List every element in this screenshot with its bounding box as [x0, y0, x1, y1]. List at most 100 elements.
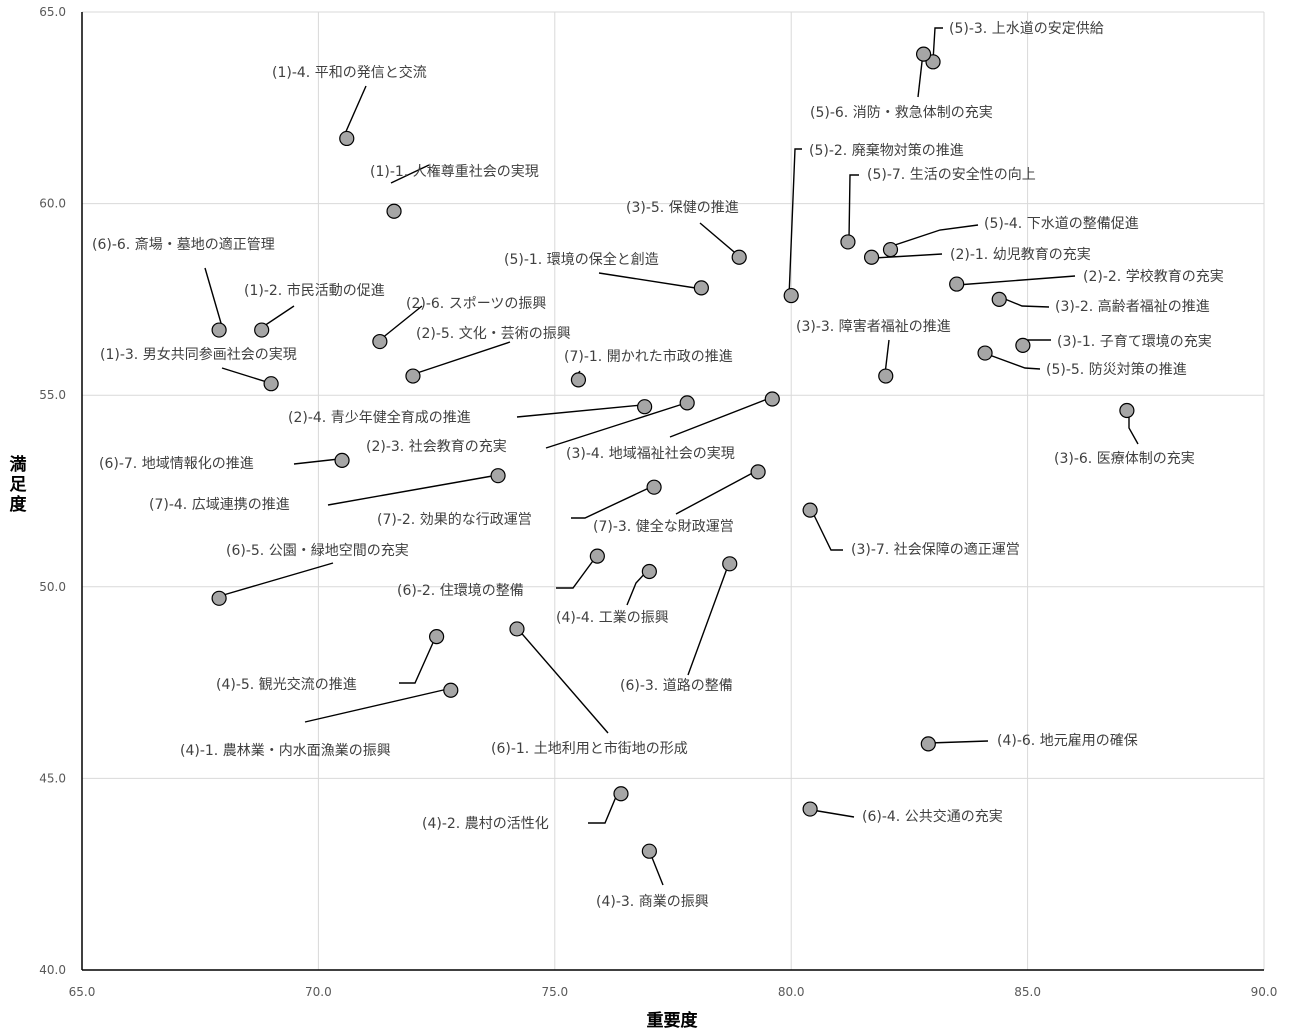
point-label: (7)-2. 効果的な行政運営	[377, 512, 532, 528]
scatter-point	[212, 323, 226, 337]
point-label: (6)-5. 公園・緑地空間の充実	[226, 543, 409, 559]
leader-line	[220, 563, 333, 596]
y-tick-label: 60.0	[39, 197, 66, 211]
y-tick-label: 50.0	[39, 580, 66, 594]
point-label: (2)-1. 幼児教育の充実	[950, 247, 1091, 263]
leader-line	[222, 368, 270, 383]
point-label: (5)-1. 環境の保全と創造	[504, 251, 659, 268]
scatter-point	[387, 204, 401, 218]
scatter-point	[978, 346, 992, 360]
point-labels: (1)-1. 人権尊重社会の実現 (1)-2. 市民活動の促進 (1)-3. 男女共…	[92, 21, 1224, 910]
point-label: (5)-7. 生活の安全性の向上	[867, 166, 1036, 183]
point-label: (5)-3. 上水道の安定供給	[949, 21, 1104, 37]
scatter-point	[642, 564, 656, 578]
x-tick-label: 65.0	[69, 985, 96, 999]
point-label: (4)-4. 工業の振興	[556, 610, 669, 626]
scatter-point	[590, 549, 604, 563]
leader-line	[889, 225, 978, 247]
leader-line	[294, 459, 339, 464]
leader-line	[205, 268, 223, 330]
point-label: (2)-2. 学校教育の充実	[1083, 268, 1224, 285]
leader-line	[344, 86, 366, 136]
point-label: (3)-1. 子育て環境の充実	[1057, 334, 1212, 350]
x-tick-label: 85.0	[1014, 985, 1041, 999]
point-label: (6)-4. 公共交通の充実	[862, 808, 1003, 825]
leader-line	[546, 403, 686, 448]
leader-line	[305, 688, 452, 722]
point-label: (6)-2. 住環境の整備	[397, 583, 524, 599]
leader-line	[588, 792, 618, 823]
point-label: (6)-3. 道路の整備	[620, 678, 733, 694]
scatter-point	[723, 557, 737, 571]
point-label: (4)-5. 観光交流の推進	[216, 676, 357, 693]
point-label: (6)-7. 地域情報化の推進	[99, 456, 254, 472]
scatter-point	[680, 396, 694, 410]
point-label: (3)-7. 社会保障の適正運営	[851, 541, 1020, 558]
x-tick-label: 80.0	[778, 985, 805, 999]
x-tick-label: 75.0	[541, 985, 568, 999]
scatter-point	[406, 369, 420, 383]
scatter-point	[642, 844, 656, 858]
leader-line	[676, 469, 760, 514]
point-label: (4)-3. 商業の振興	[596, 894, 709, 910]
point-label: (4)-1. 農林業・内水面漁業の振興	[180, 743, 391, 759]
scatter-point	[491, 469, 505, 483]
point-label: (1)-1. 人権尊重社会の実現	[370, 163, 539, 180]
scatter-point	[883, 243, 897, 257]
point-label: (3)-6. 医療体制の充実	[1054, 450, 1195, 467]
scatter-point	[803, 503, 817, 517]
leader-line	[957, 276, 1075, 285]
point-label: (7)-4. 広域連携の推進	[149, 497, 290, 513]
point-label: (2)-6. スポーツの振興	[406, 296, 546, 312]
point-label: (4)-6. 地元雇用の確保	[997, 732, 1138, 749]
scatter-point	[865, 250, 879, 264]
scatter-point	[444, 683, 458, 697]
scatter-point	[255, 323, 269, 337]
scatter-point	[751, 465, 765, 479]
scatter-point	[1016, 338, 1030, 352]
point-label: (2)-4. 青少年健全育成の推進	[288, 409, 471, 426]
scatter-point	[571, 373, 585, 387]
y-tick-label: 65.0	[39, 5, 66, 19]
x-tick-label: 70.0	[305, 985, 332, 999]
scatter-point	[373, 335, 387, 349]
leader-line	[984, 353, 1040, 369]
leader-line	[399, 636, 436, 683]
leader-line	[929, 741, 988, 743]
y-axis-title: 満足度	[10, 454, 28, 515]
scatter-point	[614, 787, 628, 801]
point-label: (3)-5. 保健の推進	[626, 200, 739, 216]
scatter-point	[510, 622, 524, 636]
scatter-point	[694, 281, 708, 295]
point-label: (3)-3. 障害者福祉の推進	[796, 319, 951, 335]
y-tick-label: 55.0	[39, 388, 66, 402]
point-label: (3)-4. 地域福祉社会の実現	[566, 446, 735, 462]
point-label: (7)-1. 開かれた市政の推進	[564, 348, 733, 365]
scatter-point	[264, 377, 278, 391]
point-label: (2)-5. 文化・芸術の振興	[416, 326, 571, 342]
point-label: (1)-3. 男女共同参画社会の実現	[100, 346, 297, 363]
scatter-point	[765, 392, 779, 406]
scatter-point	[430, 630, 444, 644]
y-tick-label: 45.0	[39, 771, 66, 785]
y-tick-label: 40.0	[39, 963, 66, 977]
leader-line	[688, 563, 729, 675]
leader-line	[1000, 297, 1049, 307]
leader-line	[517, 628, 608, 733]
point-label: (5)-4. 下水道の整備促進	[984, 216, 1139, 232]
scatter-point	[732, 250, 746, 264]
point-label: (5)-2. 廃棄物対策の推進	[809, 142, 964, 159]
point-label: (4)-2. 農村の活性化	[422, 816, 549, 832]
leader-line	[328, 475, 498, 505]
point-label: (1)-2. 市民活動の促進	[244, 282, 385, 299]
leader-line	[414, 342, 510, 374]
scatter-point	[921, 737, 935, 751]
scatter-point	[841, 235, 855, 249]
x-tick-label: 90.0	[1251, 985, 1278, 999]
leader-line	[849, 175, 859, 239]
point-label: (1)-4. 平和の発信と交流	[272, 64, 427, 81]
scatter-point	[1120, 404, 1134, 418]
point-label: (5)-5. 防災対策の推進	[1046, 361, 1187, 378]
point-label: (3)-2. 高齢者福祉の推進	[1055, 298, 1210, 315]
